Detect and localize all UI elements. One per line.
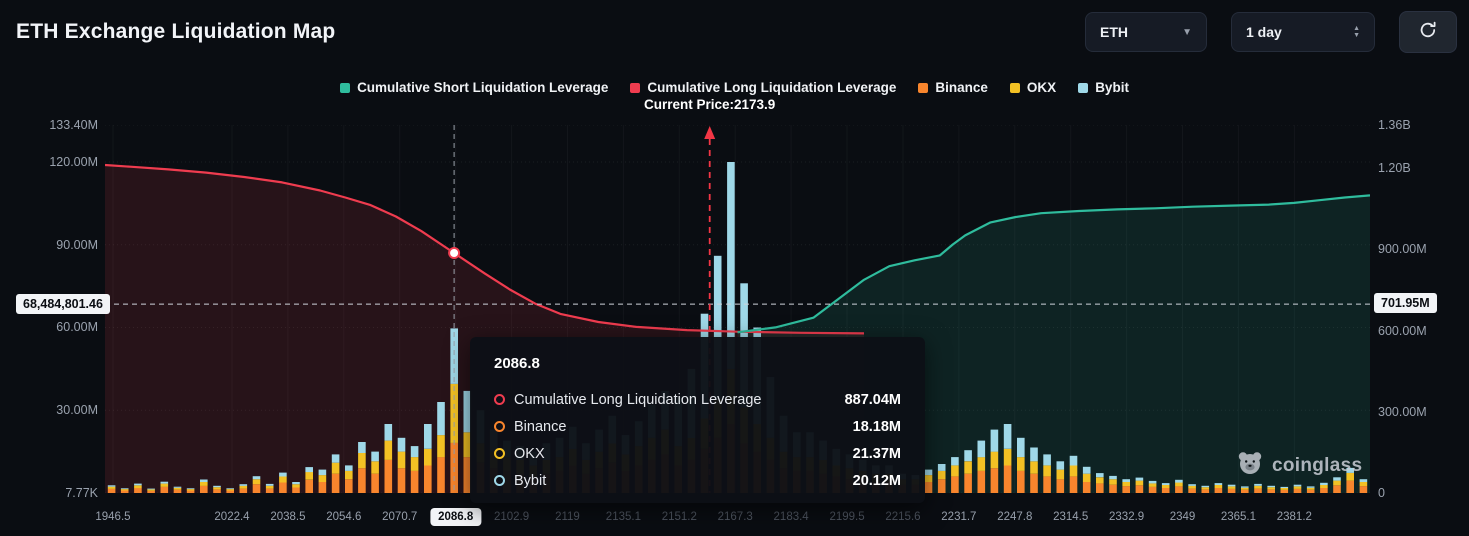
- legend-label: Bybit: [1095, 80, 1129, 95]
- current-price-label: Current Price:2173.9: [643, 97, 776, 112]
- tooltip-series-name: Cumulative Long Liquidation Leverage: [514, 391, 762, 408]
- header-controls: ETH ▼ 1 day ▲ ▼: [1085, 11, 1457, 53]
- tooltip-row: Binance 18.18M: [494, 413, 901, 440]
- right-axis-tick: 300.00M: [1378, 404, 1427, 419]
- left-axis-tick: 30.00M: [56, 403, 98, 418]
- legend-item-binance[interactable]: Binance: [918, 80, 988, 95]
- tooltip-series-name: OKX: [514, 445, 545, 462]
- legend-label: OKX: [1026, 80, 1057, 95]
- right-axis-tick: 600.00M: [1378, 323, 1427, 338]
- x-axis-label: 2038.5: [270, 511, 306, 523]
- symbol-select-value: ETH: [1100, 24, 1128, 40]
- x-axis-label: 2381.2: [1276, 511, 1312, 523]
- x-axis-label: 2332.9: [1109, 511, 1145, 523]
- coinglass-bear-icon: [1236, 450, 1264, 482]
- interval-select-value: 1 day: [1246, 24, 1282, 40]
- left-axis-tick: 60.00M: [56, 320, 98, 335]
- x-axis-label: 2247.8: [997, 511, 1033, 523]
- tooltip-row: Cumulative Long Liquidation Leverage 887.…: [494, 386, 901, 413]
- tooltip-series-value: 21.37M: [852, 445, 901, 462]
- x-axis-label: 2167.3: [717, 511, 753, 523]
- chart-tooltip: 2086.8 Cumulative Long Liquidation Lever…: [470, 337, 925, 503]
- left-axis-tick: 90.00M: [56, 237, 98, 252]
- x-axis-label-highlight: 2086.8: [430, 508, 482, 526]
- x-axis-label: 2215.6: [885, 511, 921, 523]
- x-axis-label: 2102.9: [493, 511, 530, 523]
- x-axis-label: 2349: [1169, 511, 1196, 523]
- tooltip-row: Bybit 20.12M: [494, 467, 901, 494]
- tooltip-series-value: 18.18M: [852, 418, 901, 435]
- legend-label: Cumulative Long Liquidation Leverage: [647, 80, 897, 95]
- left-axis-highlight-value: 68,484,801.46: [16, 294, 110, 315]
- legend-swatch: [1078, 82, 1089, 93]
- tooltip-row: OKX 21.37M: [494, 440, 901, 467]
- tooltip-series-value: 887.04M: [844, 391, 901, 408]
- tooltip-series-dot: [494, 448, 505, 459]
- x-axis-label: 1946.5: [95, 511, 131, 523]
- symbol-select[interactable]: ETH ▼: [1085, 12, 1207, 52]
- tooltip-series-name: Bybit: [514, 472, 547, 489]
- chevron-down-icon: ▼: [1182, 26, 1192, 38]
- refresh-icon: [1418, 20, 1438, 45]
- tooltip-series-dot: [494, 421, 505, 432]
- refresh-button[interactable]: [1399, 11, 1457, 53]
- right-axis-tick: 1.20B: [1378, 161, 1411, 176]
- chart-legend: Cumulative Short Liquidation Leverage Cum…: [0, 80, 1469, 95]
- right-axis-tick: 0: [1378, 486, 1385, 500]
- tooltip-rows: Cumulative Long Liquidation Leverage 887.…: [494, 386, 901, 494]
- x-axis-label: 2054.6: [326, 511, 362, 523]
- x-axis-label: 2199.5: [829, 511, 865, 523]
- right-axis-tick: 900.00M: [1378, 242, 1427, 257]
- x-axis-label: 2151.2: [661, 511, 697, 523]
- coinglass-watermark: coinglass: [1236, 450, 1362, 482]
- legend-item-okx[interactable]: OKX: [1009, 80, 1057, 95]
- x-axis-label: 2070.7: [382, 511, 418, 523]
- tooltip-series-dot: [494, 394, 505, 405]
- left-axis-tick: 133.40M: [49, 118, 98, 132]
- right-axis-tick: 1.36B: [1378, 118, 1411, 132]
- x-axis-label: 2119: [555, 511, 580, 523]
- x-axis-label: 2022.4: [214, 511, 250, 523]
- x-axis-label: 2183.4: [773, 511, 809, 523]
- legend-swatch: [340, 82, 351, 93]
- tooltip-series-value: 20.12M: [852, 472, 901, 489]
- x-axis-label: 2231.7: [941, 511, 977, 523]
- tooltip-title: 2086.8: [494, 355, 540, 372]
- legend-swatch: [1009, 82, 1020, 93]
- interval-select[interactable]: 1 day ▲ ▼: [1231, 12, 1375, 52]
- tooltip-series-dot: [494, 475, 505, 486]
- legend-swatch: [918, 82, 929, 93]
- x-axis-label: 2135.1: [605, 511, 641, 523]
- x-axis-label: 2365.1: [1220, 511, 1257, 523]
- legend-item-cumulative-long-liquidation-leverage[interactable]: Cumulative Long Liquidation Leverage: [630, 80, 896, 95]
- legend-item-cumulative-short-liquidation-leverage[interactable]: Cumulative Short Liquidation Leverage: [340, 80, 608, 95]
- legend-label: Binance: [935, 80, 988, 95]
- tooltip-series-name: Binance: [514, 418, 567, 435]
- page-title: ETH Exchange Liquidation Map: [16, 20, 336, 43]
- up-down-caret-icon: ▲ ▼: [1353, 25, 1360, 39]
- watermark-text: coinglass: [1272, 455, 1363, 476]
- page-header: ETH Exchange Liquidation Map ETH ▼ 1 day…: [0, 0, 1469, 64]
- legend-swatch: [630, 82, 641, 93]
- right-axis-highlight-value: 701.95M: [1374, 293, 1437, 314]
- left-axis-tick: 120.00M: [49, 154, 98, 169]
- legend-label: Cumulative Short Liquidation Leverage: [357, 80, 609, 95]
- x-axis-label: 2314.5: [1053, 511, 1089, 523]
- left-axis-tick: 7.77K: [65, 485, 98, 500]
- legend-item-bybit[interactable]: Bybit: [1078, 80, 1129, 95]
